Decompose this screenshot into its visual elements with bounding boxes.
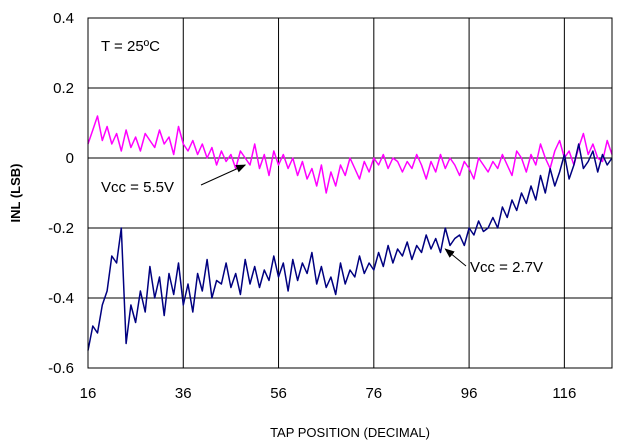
annotation-label: Vcc = 2.7V [470,259,543,276]
series-line-2 [87,143,613,351]
y-tick-label: 0 [66,150,74,167]
annotations: T = 25ºC Vcc = 5.5V Vcc = 2.7V [101,38,543,276]
plot-frame [87,17,613,369]
x-tick-label: 56 [270,385,287,402]
y-tick-label: 0.2 [53,80,74,97]
y-axis-title: INL (LSB) [8,164,23,223]
y-tick-label: 0.4 [53,10,74,27]
x-axis-title: TAP POSITION (DECIMAL) [270,425,430,440]
x-tick-label: 96 [461,385,478,402]
y-tick-label: -0.2 [48,220,74,237]
annotation-label: T = 25ºC [101,38,160,55]
x-tick-label: 116 [552,385,576,402]
annotation-arrow [200,164,247,186]
annotation-arrow [444,248,467,267]
x-tick-label: 16 [80,385,97,402]
annotation-label: Vcc = 5.5V [101,179,174,196]
series-line-1 [87,115,613,194]
y-tick-label: -0.4 [48,290,74,307]
x-tick-label: 36 [175,385,192,402]
x-tick-label: 76 [365,385,382,402]
y-tick-label: -0.6 [48,360,74,377]
tick-labels: 16 36 56 76 96 116 0.4 0.2 0 -0.2 -0.4 -0.6 [48,10,576,402]
data-series [87,115,613,351]
